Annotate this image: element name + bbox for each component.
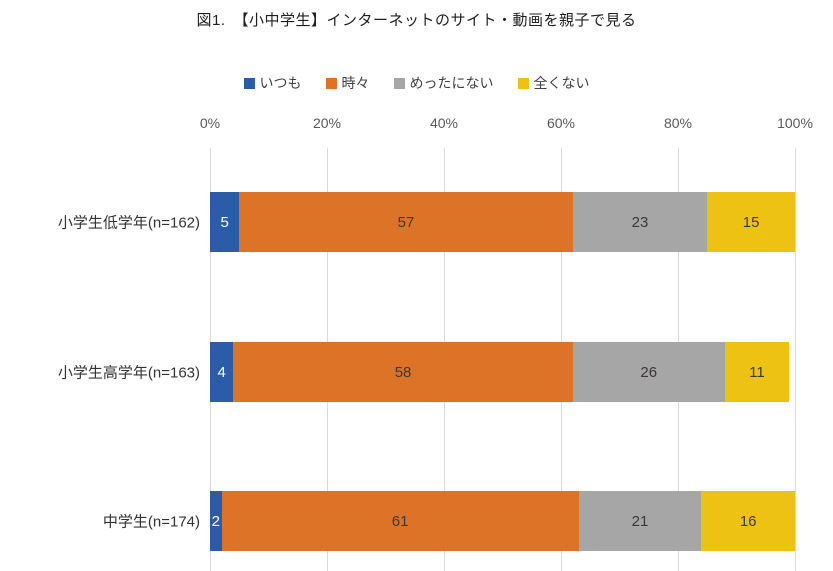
bar-segment-めったにない: 21 [578,491,702,551]
x-axis-tick-label: 100% [777,115,813,131]
data-label: 11 [749,363,765,381]
data-label: 23 [631,213,649,231]
bar-segment-めったにない: 26 [572,342,725,402]
bar-row-0: 5 57 23 15 [210,192,795,252]
legend-marker-icon [393,77,405,89]
category-label-2: 中学生(n=174) [102,513,200,531]
data-label: 2 [211,512,221,530]
legend-marker-icon [325,77,337,89]
x-axis-tick-label: 60% [546,115,576,131]
data-label: 58 [394,363,412,381]
data-label: 4 [217,363,226,381]
bar-segment-いつも: 2 [210,491,222,551]
legend-label: 時々 [341,75,370,91]
bar-row-1: 4 58 26 11 [210,342,795,402]
gridline [795,148,796,571]
category-label-1: 小学生高学年(n=163) [57,364,200,382]
chart-legend: いつも 時々 めったにない 全くない [0,73,833,93]
data-label: 15 [742,213,760,231]
chart-title: 図1. 【小中学生】インターネットのサイト・動画を親子で見る [196,12,637,29]
plot-area: 5 57 23 15 4 58 26 11 2 61 21 16 [210,148,796,571]
data-label: 57 [397,213,415,231]
legend-marker-icon [243,77,255,89]
bar-segment-いつも: 5 [210,192,240,252]
data-label: 61 [391,512,409,530]
x-axis-tick-label: 80% [663,115,693,131]
legend-label: いつも [259,75,302,91]
bar-segment-時々: 57 [239,192,573,252]
legend-item-0: いつも [243,73,302,93]
x-axis-tick-label: 0% [199,115,221,131]
bar-segment-時々: 58 [233,342,573,402]
bar-segment-全くない: 16 [701,491,795,551]
category-label-0: 小学生低学年(n=162) [57,214,200,232]
data-label: 5 [220,213,229,231]
legend-label: 全くない [533,75,590,91]
x-axis-tick-label: 40% [429,115,459,131]
bar-segment-全くない: 11 [724,342,790,402]
legend-item-3: 全くない [517,73,590,93]
legend-item-1: 時々 [325,73,370,93]
x-axis-tick-label: 20% [312,115,342,131]
legend-marker-icon [517,77,529,89]
bar-segment-時々: 61 [221,491,579,551]
bar-segment-全くない: 15 [707,192,795,252]
data-label: 16 [739,512,757,530]
bar-segment-めったにない: 23 [572,192,708,252]
bar-segment-いつも: 4 [210,342,234,402]
data-label: 26 [640,363,658,381]
legend-label: めったにない [409,75,494,91]
data-label: 21 [631,512,649,530]
legend-item-2: めったにない [393,73,494,93]
bar-row-2: 2 61 21 16 [210,491,795,551]
